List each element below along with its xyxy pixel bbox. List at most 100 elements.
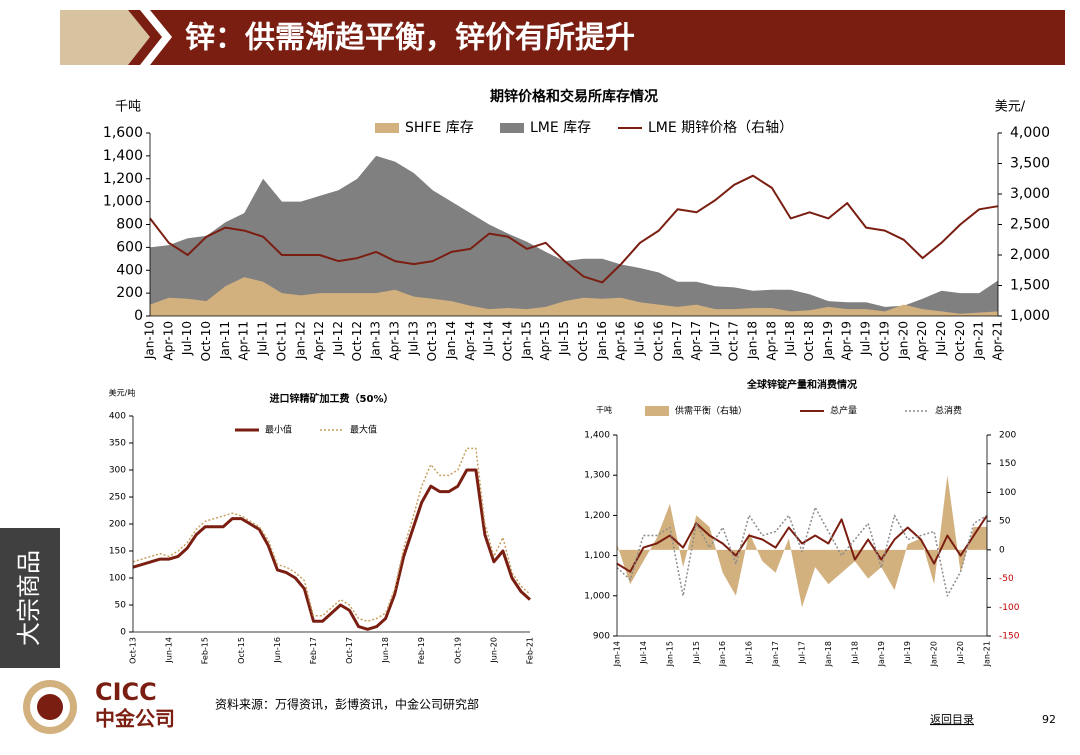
x-tick-label: Jan-16: [718, 641, 727, 667]
y2-tick-label: 3,000: [1010, 186, 1050, 202]
x-tick-label: Jun-14: [165, 637, 174, 664]
x-tick-label: Jan-20: [896, 321, 910, 360]
x-tick-label: Apr-18: [764, 321, 778, 361]
x-tick-label: Apr-16: [614, 321, 628, 361]
x-tick-label: Jul-15: [557, 321, 571, 356]
y-tick-label: 0: [134, 308, 143, 324]
x-tick-label: Jan-18: [824, 641, 833, 667]
y-tick-label: 900: [593, 632, 610, 642]
y-tick-label: 350: [109, 439, 126, 449]
x-tick-label: Oct-14: [501, 321, 515, 361]
y2-unit: 美元/: [995, 100, 1026, 115]
legend-swatch: [375, 123, 399, 133]
y-tick-label: 150: [109, 547, 126, 557]
y-tick-label: 600: [116, 239, 143, 255]
y-tick-label: 250: [109, 493, 126, 503]
x-tick-label: Jan-12: [293, 321, 307, 360]
line-series: [616, 506, 988, 597]
logo-inner: [37, 694, 63, 720]
y2-tick-label: 0: [999, 545, 1005, 555]
x-tick-label: Jul-17: [708, 321, 722, 356]
area-series: [150, 277, 998, 316]
y-tick-label: 1,300: [584, 471, 610, 481]
x-tick-label: Oct-12: [350, 321, 364, 361]
x-tick-label: Jan-19: [877, 641, 886, 667]
y-tick-label: 800: [116, 217, 143, 233]
x-tick-label: Apr-13: [387, 321, 401, 361]
x-tick-label: Jul-14: [482, 321, 496, 356]
x-tick-label: Apr-19: [840, 321, 854, 361]
y-tick-label: 1,600: [103, 125, 143, 141]
x-tick-label: Oct-15: [576, 321, 590, 361]
x-tick-label: Jul-13: [406, 321, 420, 356]
y2-tick-label: 1,500: [1010, 278, 1050, 294]
y2-tick-label: -50: [999, 574, 1014, 584]
y-unit: 千吨: [596, 405, 612, 415]
x-tick-label: Jan-15: [519, 321, 533, 360]
x-tick-label: Jul-10: [180, 321, 194, 356]
y-tick-label: 1,200: [584, 511, 610, 521]
y-tick-label: 100: [109, 574, 126, 584]
y-tick-label: 1,400: [584, 431, 610, 441]
legend-swatch: [500, 123, 524, 133]
x-tick-label: Jan-14: [613, 641, 622, 667]
x-tick-label: Jul-18: [850, 641, 859, 665]
x-tick-label: Jan-21: [972, 321, 986, 360]
x-tick-label: Jun-18: [381, 637, 390, 664]
x-tick-label: Jul-19: [903, 641, 912, 665]
chart-title: 期锌价格和交易所库存情况: [490, 88, 658, 105]
source-note: 资料来源：万得资讯，彭博资讯，中金公司研究部: [215, 697, 479, 712]
x-tick-label: Apr-10: [161, 321, 175, 361]
x-tick-label: Jan-20: [930, 641, 939, 667]
x-tick-label: Jun-20: [489, 637, 498, 664]
x-tick-label: Jan-21: [983, 641, 992, 667]
y-tick-label: 400: [116, 262, 143, 278]
x-tick-label: Jan-19: [821, 321, 835, 360]
back-link[interactable]: 返回目录: [930, 713, 974, 726]
x-tick-label: Oct-15: [237, 637, 246, 664]
line-series: [132, 447, 531, 622]
y-tick-label: 200: [109, 520, 126, 530]
x-tick-label: Oct-10: [199, 321, 213, 361]
y-tick-label: 1,000: [103, 194, 143, 210]
y2-tick-label: 1,000: [1010, 308, 1050, 324]
line-series: [132, 468, 532, 631]
x-tick-label: Oct-19: [877, 321, 891, 361]
legend-label: 供需平衡（右轴）: [675, 405, 747, 417]
y-tick-label: 50: [115, 601, 127, 611]
x-tick-label: Jan-17: [771, 641, 780, 667]
y-tick-label: 300: [109, 466, 126, 476]
legend-label: 最小值: [265, 424, 292, 436]
legend-label: SHFE 库存: [405, 120, 474, 136]
x-tick-label: Apr-15: [538, 321, 552, 361]
y-tick-label: 200: [116, 285, 143, 301]
legend-swatch: [645, 406, 669, 416]
x-tick-label: Jan-17: [670, 321, 684, 360]
logo-en: CICC: [95, 678, 157, 706]
y-unit: 千吨: [115, 100, 141, 115]
chart-title: 进口锌精矿加工费（50%）: [270, 392, 394, 405]
header-chevron: [60, 10, 150, 65]
x-tick-label: Apr-21: [991, 321, 1005, 361]
header-title: 锌：供需渐趋平衡，锌价有所提升: [185, 21, 635, 56]
y2-tick-label: 50: [999, 517, 1011, 527]
x-tick-label: Feb-21: [526, 637, 535, 664]
x-tick-label: Oct-13: [425, 321, 439, 361]
y-tick-label: 1,100: [584, 551, 610, 561]
x-tick-label: Jul-18: [783, 321, 797, 356]
x-tick-label: Jul-17: [798, 641, 807, 665]
x-tick-label: Jul-20: [934, 321, 948, 356]
y2-tick-label: 150: [999, 459, 1016, 469]
x-tick-label: Oct-18: [802, 321, 816, 361]
y-tick-label: 1,200: [103, 171, 143, 187]
y2-tick-label: 200: [999, 431, 1016, 441]
legend-label: LME 期锌价格（右轴）: [648, 120, 793, 136]
x-tick-label: Oct-13: [129, 637, 138, 664]
y-tick-label: 400: [109, 412, 126, 422]
x-tick-label: Apr-17: [689, 321, 703, 361]
area-series: [150, 155, 998, 316]
x-tick-label: Jan-15: [665, 641, 674, 667]
x-tick-label: Oct-17: [345, 637, 354, 664]
line-series: [616, 514, 988, 573]
